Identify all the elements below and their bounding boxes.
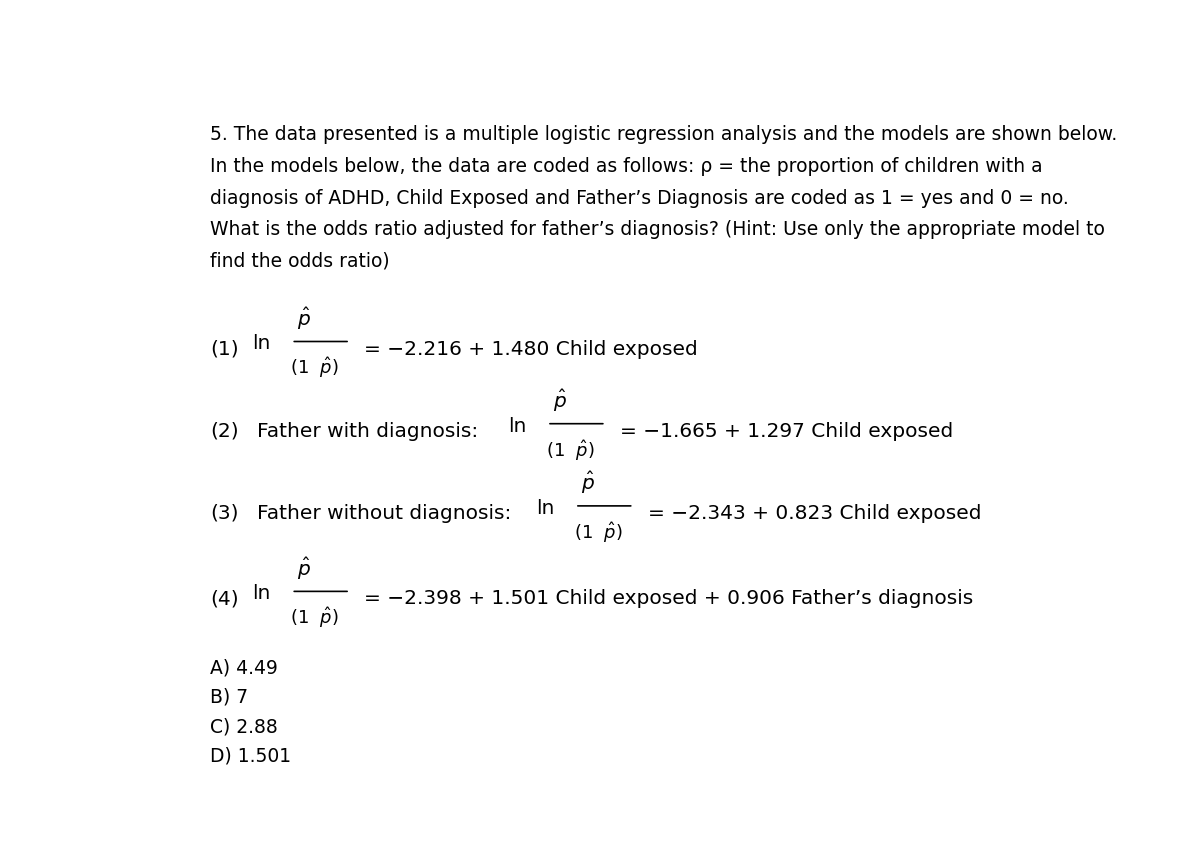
Text: C) 2.88: C) 2.88 xyxy=(210,717,278,735)
Text: = −2.216 + 1.480 Child exposed: = −2.216 + 1.480 Child exposed xyxy=(364,339,697,358)
Text: (1  $\hat{p}$): (1 $\hat{p}$) xyxy=(290,355,340,380)
Text: $\hat{p}$: $\hat{p}$ xyxy=(296,555,311,581)
Text: = −2.343 + 0.823 Child exposed: = −2.343 + 0.823 Child exposed xyxy=(648,503,982,522)
Text: In the models below, the data are coded as follows: ρ = the proportion of childr: In the models below, the data are coded … xyxy=(210,157,1043,176)
Text: ln: ln xyxy=(508,416,527,435)
Text: = −1.665 + 1.297 Child exposed: = −1.665 + 1.297 Child exposed xyxy=(619,421,953,440)
Text: (1  $\hat{p}$): (1 $\hat{p}$) xyxy=(574,519,623,544)
Text: find the odds ratio): find the odds ratio) xyxy=(210,252,390,270)
Text: (3): (3) xyxy=(210,503,239,522)
Text: (1  $\hat{p}$): (1 $\hat{p}$) xyxy=(290,605,340,630)
Text: $\hat{p}$: $\hat{p}$ xyxy=(581,470,594,496)
Text: diagnosis of ADHD, Child Exposed and Father’s Diagnosis are coded as 1 = yes and: diagnosis of ADHD, Child Exposed and Fat… xyxy=(210,189,1069,207)
Text: $\hat{p}$: $\hat{p}$ xyxy=(553,388,566,414)
Text: (1): (1) xyxy=(210,339,239,358)
Text: B) 7: B) 7 xyxy=(210,687,248,706)
Text: = −2.398 + 1.501 Child exposed + 0.906 Father’s diagnosis: = −2.398 + 1.501 Child exposed + 0.906 F… xyxy=(364,589,973,607)
Text: What is the odds ratio adjusted for father’s diagnosis? (Hint: Use only the appr: What is the odds ratio adjusted for fath… xyxy=(210,220,1105,239)
Text: D) 1.501: D) 1.501 xyxy=(210,746,292,765)
Text: (4): (4) xyxy=(210,589,239,607)
Text: (2): (2) xyxy=(210,421,239,440)
Text: ln: ln xyxy=(252,583,271,602)
Text: Father with diagnosis:: Father with diagnosis: xyxy=(257,421,478,440)
Text: Father without diagnosis:: Father without diagnosis: xyxy=(257,503,511,522)
Text: 5. The data presented is a multiple logistic regression analysis and the models : 5. The data presented is a multiple logi… xyxy=(210,125,1117,144)
Text: A) 4.49: A) 4.49 xyxy=(210,658,278,676)
Text: ln: ln xyxy=(252,334,271,353)
Text: ln: ln xyxy=(536,498,554,517)
Text: $\hat{p}$: $\hat{p}$ xyxy=(296,305,311,332)
Text: (1  $\hat{p}$): (1 $\hat{p}$) xyxy=(546,438,595,462)
